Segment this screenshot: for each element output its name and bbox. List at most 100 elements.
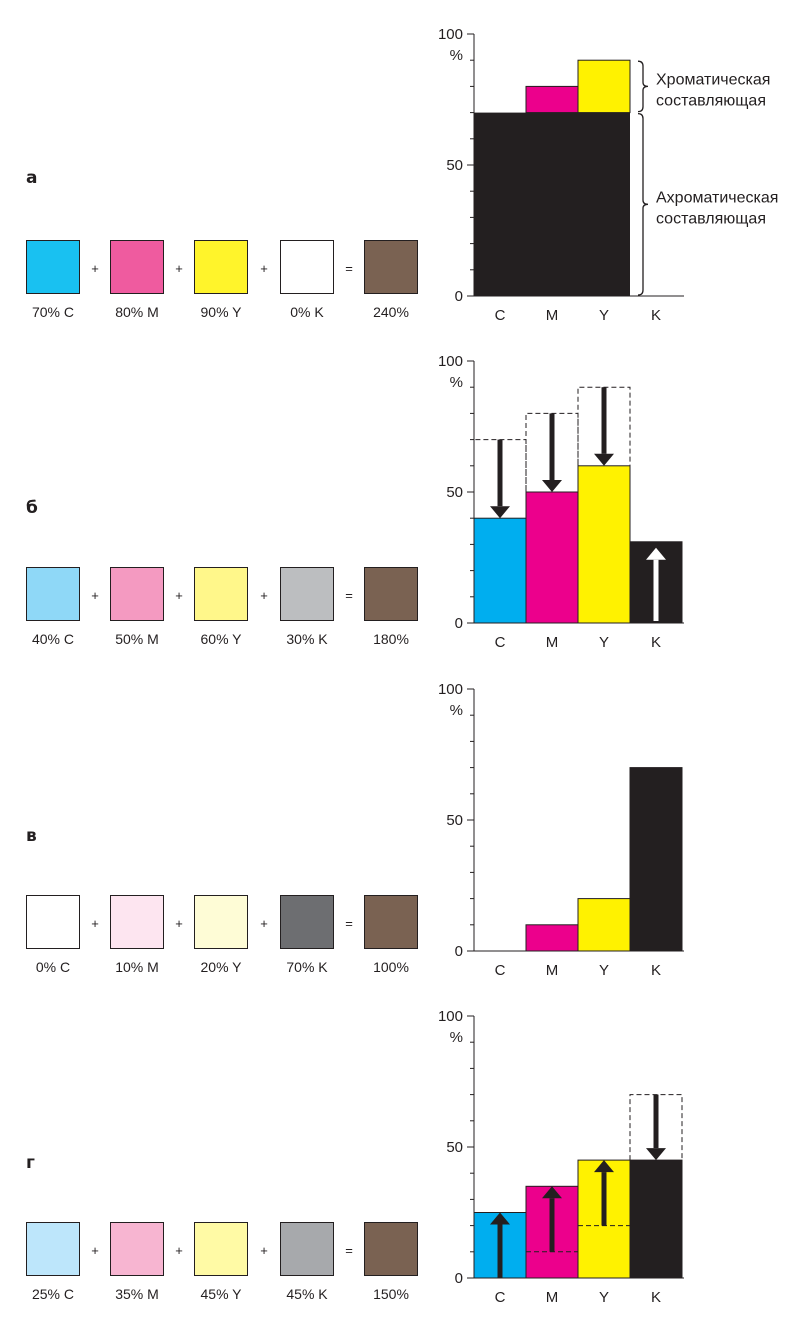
arrow-shaft (497, 1224, 503, 1278)
y-unit-label: % (450, 1029, 463, 1046)
swatch-magenta (110, 567, 164, 621)
swatch-label-black: 70% K (286, 959, 328, 975)
panel-b: б + + + = 40% C 50% M 60% Y 30% K 180% 0… (0, 330, 800, 660)
swatch-label-cyan: 0% C (35, 959, 71, 975)
y-tick-label: 50 (446, 157, 463, 174)
arrow-up-icon (542, 1186, 562, 1199)
plus-operator: + (175, 916, 183, 931)
swatch-black (280, 240, 334, 294)
plus-operator: + (175, 1243, 183, 1258)
panel-v: в + + + = 0% C 10% M 20% Y 70% K 100% 0 5… (0, 660, 800, 990)
arrow-down-icon (542, 480, 562, 492)
swatch-label-cyan: 70% C (31, 304, 75, 320)
y-tick-label: 100 (438, 681, 463, 698)
arrow-up-icon (646, 547, 666, 560)
arrow-down-icon (594, 453, 614, 466)
y-tick-label: 0 (455, 943, 463, 960)
panel-g: г + + + = 25% C 35% M 45% Y 45% K 150% 0… (0, 990, 800, 1324)
arrow-down-icon (490, 506, 510, 519)
y-tick-label: 50 (446, 1139, 463, 1156)
x-tick-label: K (651, 634, 661, 651)
plus-operator: + (260, 261, 268, 276)
swatch-label-cyan: 25% C (31, 1286, 75, 1302)
x-tick-label: C (495, 962, 506, 979)
panel-letter: г (26, 1153, 35, 1173)
swatch-result (364, 1222, 418, 1276)
y-tick-label: 100 (438, 353, 463, 370)
swatch-result (364, 240, 418, 294)
bar-magenta (525, 924, 579, 952)
brace-icon (637, 60, 649, 113)
annotation-line: составляющая (656, 210, 766, 227)
previous-value-outline (525, 412, 579, 492)
y-tick-label: 50 (446, 812, 463, 829)
y-tick-label: 0 (455, 615, 463, 632)
y-unit-label: % (450, 47, 463, 64)
x-tick-label: Y (599, 634, 609, 651)
swatch-label-magenta: 80% M (115, 304, 159, 320)
swatch-label-black: 0% K (290, 304, 324, 320)
swatch-label-result: 180% (373, 631, 409, 647)
swatch-black (280, 895, 334, 949)
x-tick-label: M (546, 962, 559, 979)
swatch-label-yellow: 90% Y (200, 304, 242, 320)
plus-operator: + (260, 588, 268, 603)
arrow-shaft (601, 387, 607, 454)
equals-operator: = (345, 1243, 353, 1258)
bar-black (629, 767, 683, 952)
arrow-shaft (497, 439, 503, 507)
annotation-line: Хроматическая (656, 71, 770, 88)
swatch-magenta (110, 895, 164, 949)
y-tick-label: 100 (438, 1008, 463, 1025)
x-tick-label: M (546, 634, 559, 651)
swatch-result (364, 895, 418, 949)
annotation-line: составляющая (656, 92, 766, 109)
y-tick-label: 100 (438, 26, 463, 43)
plus-operator: + (91, 261, 99, 276)
plus-operator: + (91, 916, 99, 931)
swatch-label-result: 100% (373, 959, 409, 975)
y-unit-label: % (450, 702, 463, 719)
swatch-label-black: 45% K (286, 1286, 328, 1302)
y-tick-label: 50 (446, 484, 463, 501)
arrow-shaft (653, 559, 659, 621)
y-tick-label: 0 (455, 1270, 463, 1287)
panel-letter: а (26, 168, 38, 188)
swatch-yellow (194, 895, 248, 949)
plus-operator: + (175, 588, 183, 603)
previous-value-outline (629, 1094, 683, 1161)
swatch-magenta (110, 240, 164, 294)
swatch-black (280, 1222, 334, 1276)
equals-operator: = (345, 916, 353, 931)
swatch-label-yellow: 45% Y (200, 1286, 242, 1302)
swatch-label-magenta: 10% M (115, 959, 159, 975)
swatch-cyan (26, 240, 80, 294)
swatch-yellow (194, 1222, 248, 1276)
bar-yellow-chromatic (577, 59, 631, 114)
plus-operator: + (260, 916, 268, 931)
x-tick-label: K (651, 1289, 661, 1306)
bar-yellow (577, 898, 631, 952)
swatch-label-yellow: 60% Y (200, 631, 242, 647)
arrow-up-icon (594, 1160, 614, 1173)
arrow-shaft (601, 1172, 607, 1226)
swatch-label-cyan: 40% C (31, 631, 75, 647)
swatch-label-magenta: 50% M (115, 631, 159, 647)
x-tick-label: K (651, 307, 661, 324)
swatch-label-yellow: 20% Y (200, 959, 242, 975)
x-tick-label: Y (599, 1289, 609, 1306)
swatch-label-result: 240% (373, 304, 409, 320)
y-unit-label: % (450, 374, 463, 391)
y-tick-label: 0 (455, 288, 463, 305)
panel-a: а + + + = 70% C 80% M 90% Y 0% K 240% 0 5… (0, 0, 800, 330)
equals-operator: = (345, 261, 353, 276)
swatch-magenta (110, 1222, 164, 1276)
bar-magenta (525, 491, 579, 624)
chart-a: 0 50 100% C M Y K Хроматическая составляющая Ахро… (438, 26, 778, 324)
swatch-cyan (26, 567, 80, 621)
bar-cyan (473, 517, 527, 624)
bar-achromatic (474, 112, 630, 296)
arrow-shaft (549, 1198, 555, 1252)
arrow-down-icon (646, 1148, 666, 1161)
x-tick-label: C (495, 634, 506, 651)
